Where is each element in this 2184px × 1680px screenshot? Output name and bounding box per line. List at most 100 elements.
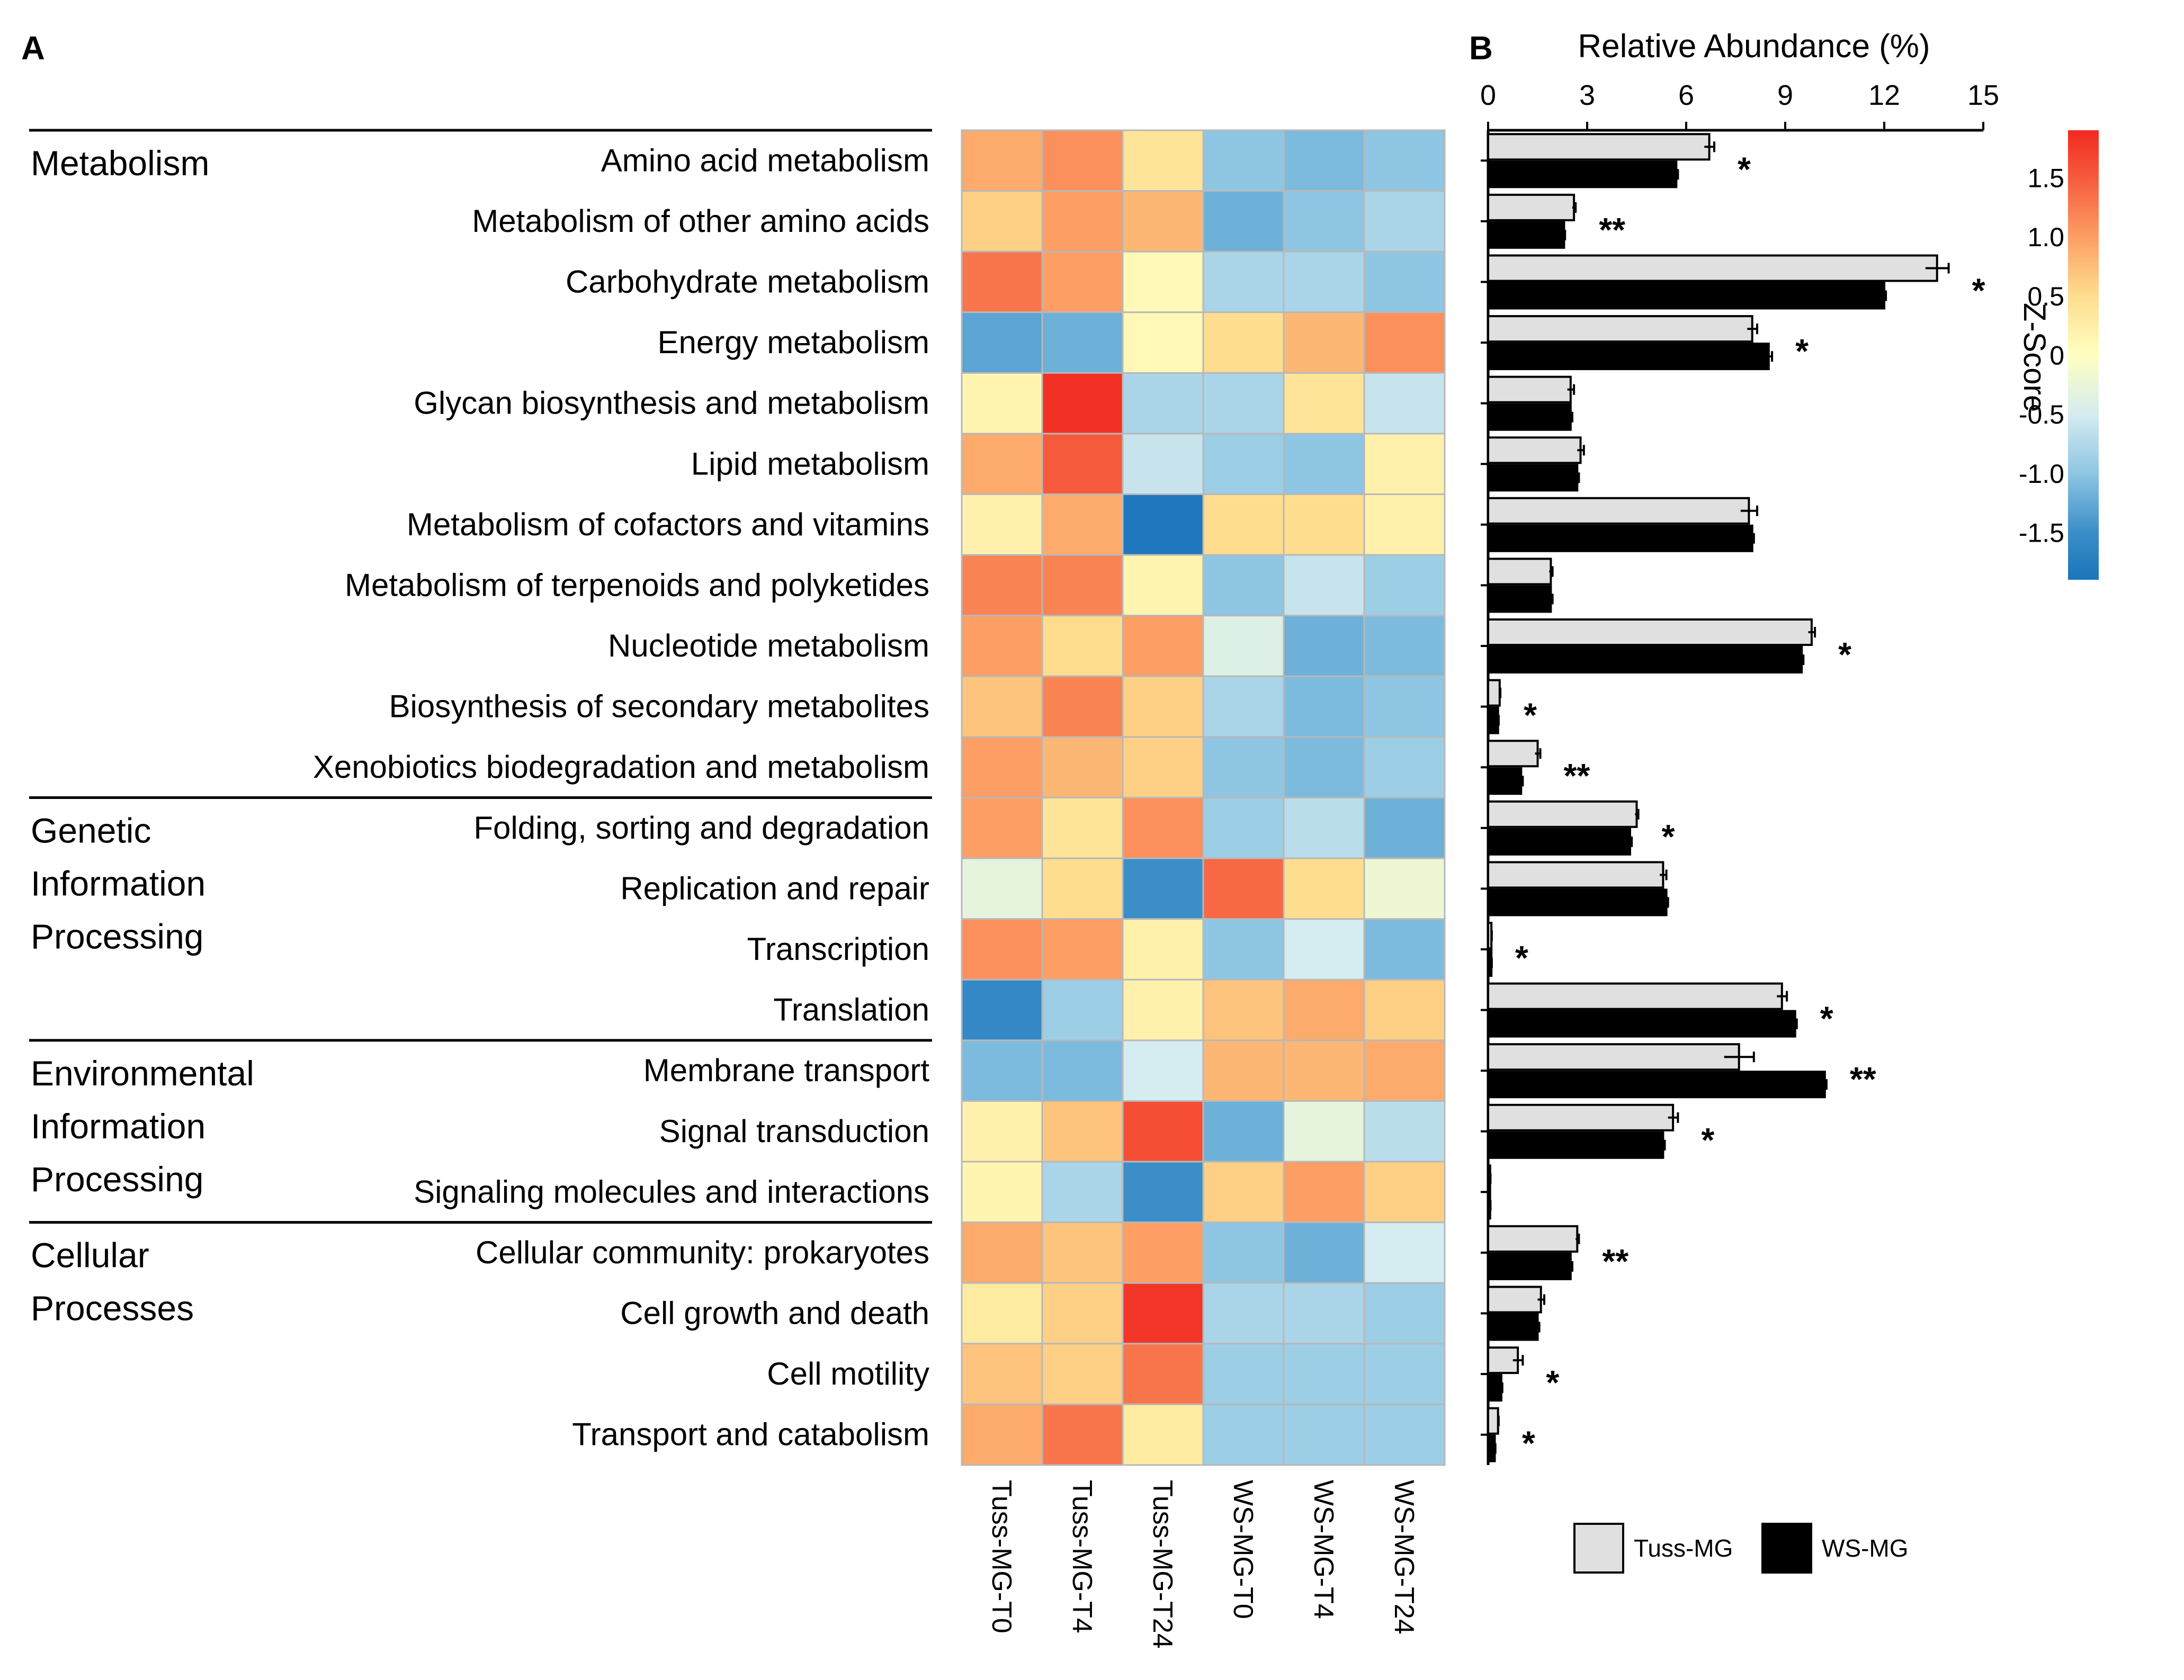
heatmap-cell-nucleotide-metabolism-tuss-mg-t4	[1041, 615, 1124, 677]
heatmap-cell-energy-metabolism-ws-mg-t24	[1363, 311, 1446, 374]
bar-tuss-mg-carbohydrate-metabolism	[1487, 254, 1938, 282]
heatmap-cell-translation-ws-mg-t4	[1283, 978, 1365, 1041]
heatmap-cell-transcription-tuss-mg-t4	[1041, 918, 1124, 981]
heatmap-cell-folding-sorting-and-degradation-tuss-mg-t0	[961, 797, 1043, 859]
heatmap-cell-xenobiotics-biodegradation-and-metabolism-tuss-mg-t24	[1122, 736, 1204, 799]
heatmap-cell-cellular-community-prokaryotes-ws-mg-t24	[1363, 1221, 1446, 1284]
row-label-signaling-molecules-and-interactions: Signaling molecules and interactions	[414, 1174, 929, 1209]
heatmap-cell-amino-acid-metabolism-tuss-mg-t24	[1122, 129, 1204, 192]
bar-ws-mg-translation	[1487, 1010, 1796, 1038]
bar-tuss-mg-cell-growth-and-death	[1487, 1286, 1542, 1314]
category-label-environmental-information-processing-line-2: Information	[31, 1107, 205, 1146]
bar-ws-mg-metabolism-of-cofactors-and-vitamins	[1487, 524, 1753, 552]
legend-label-tuss-mg: Tuss-MG	[1634, 1534, 1733, 1562]
heatmap-cell-signal-transduction-ws-mg-t0	[1202, 1100, 1285, 1163]
bar-tuss-mg-cellular-community-prokaryotes	[1487, 1225, 1579, 1253]
heatmap-cell-lipid-metabolism-tuss-mg-t4	[1041, 433, 1124, 496]
bar-tuss-mg-biosynthesis-of-secondary-metabolites	[1487, 679, 1501, 707]
significance-cellular-community-prokaryotes: **	[1602, 1242, 1628, 1280]
heatmap-cell-replication-and-repair-ws-mg-t4	[1283, 857, 1365, 920]
heatmap-cell-replication-and-repair-tuss-mg-t4	[1041, 857, 1124, 920]
heatmap-cell-transcription-tuss-mg-t24	[1122, 918, 1204, 981]
colorbar-tick-1-0: -1.0	[2019, 459, 2064, 489]
category-label-genetic-information-processing-line-3: Processing	[31, 917, 204, 956]
column-label-ws-mg-t24: WS-MG-T24	[1389, 1480, 1419, 1634]
legend-label-ws-mg: WS-MG	[1822, 1534, 1909, 1562]
column-labels: Tuss-MG-T0 Tuss-MG-T4 Tuss-MG-T24 WS-MG-T0 W…	[986, 1480, 1419, 1649]
heatmap-cell-glycan-biosynthesis-and-metabolism-ws-mg-t4	[1283, 372, 1365, 435]
heatmap-cell-amino-acid-metabolism-tuss-mg-t4	[1041, 129, 1124, 192]
bar-tuss-mg-glycan-biosynthesis-and-metabolism	[1487, 375, 1572, 403]
heatmap-cell-biosynthesis-of-secondary-metabolites-ws-mg-t4	[1283, 675, 1365, 738]
heatmap-cell-transport-and-catabolism-tuss-mg-t4	[1041, 1403, 1124, 1466]
heatmap-cell-carbohydrate-metabolism-tuss-mg-t4	[1041, 250, 1124, 313]
legend-swatch-ws-mg	[1761, 1523, 1812, 1574]
row-label-metabolism-of-terpenoids-and-polyketides: Metabolism of terpenoids and polyketides	[345, 567, 929, 603]
heatmap-cell-transport-and-catabolism-ws-mg-t0	[1202, 1403, 1285, 1466]
bar-ws-mg-cellular-community-prokaryotes	[1487, 1252, 1572, 1280]
heatmap-cell-signaling-molecules-and-interactions-ws-mg-t0	[1202, 1161, 1285, 1224]
heatmap-cell-glycan-biosynthesis-and-metabolism-ws-mg-t0	[1202, 372, 1285, 435]
significance-signal-transduction: *	[1701, 1121, 1714, 1159]
heatmap-cell-transcription-ws-mg-t4	[1283, 918, 1365, 981]
bar-ws-mg-amino-acid-metabolism	[1487, 160, 1678, 188]
bar-tuss-mg-nucleotide-metabolism	[1487, 618, 1813, 646]
heatmap-cell-biosynthesis-of-secondary-metabolites-tuss-mg-t4	[1041, 675, 1124, 738]
heatmap-cell-metabolism-of-cofactors-and-vitamins-ws-mg-t24	[1363, 493, 1446, 556]
heatmap-cell-signal-transduction-tuss-mg-t4	[1041, 1100, 1124, 1163]
significance-folding-sorting-and-degradation: *	[1662, 817, 1675, 856]
heatmap-cell-xenobiotics-biodegradation-and-metabolism-ws-mg-t0	[1202, 736, 1285, 799]
heatmap-cell-glycan-biosynthesis-and-metabolism-tuss-mg-t4	[1041, 372, 1124, 435]
significance-transport-and-catabolism: *	[1522, 1424, 1535, 1462]
heatmap-cell-carbohydrate-metabolism-tuss-mg-t24	[1122, 250, 1204, 313]
heatmap-cell-metabolism-of-terpenoids-and-polyketides-tuss-mg-t4	[1041, 554, 1124, 617]
heatmap-cell-membrane-transport-tuss-mg-t4	[1041, 1039, 1124, 1102]
heatmap-cell-nucleotide-metabolism-ws-mg-t0	[1202, 615, 1285, 677]
heatmap-cell-transport-and-catabolism-ws-mg-t24	[1363, 1403, 1446, 1466]
bar-tuss-mg-xenobiotics-biodegradation-and-metabolism	[1487, 740, 1539, 768]
bar-ws-mg-cell-growth-and-death	[1487, 1313, 1539, 1341]
heatmap-cell-signaling-molecules-and-interactions-tuss-mg-t4	[1041, 1161, 1124, 1224]
heatmap-cell-signaling-molecules-and-interactions-ws-mg-t4	[1283, 1161, 1365, 1224]
heatmap-cell-nucleotide-metabolism-ws-mg-t24	[1363, 615, 1446, 677]
heatmap-cell-xenobiotics-biodegradation-and-metabolism-tuss-mg-t0	[961, 736, 1043, 799]
column-label-tuss-mg-t24: Tuss-MG-T24	[1147, 1480, 1178, 1649]
row-label-replication-and-repair: Replication and repair	[620, 870, 929, 906]
heatmap-cell-lipid-metabolism-tuss-mg-t0	[961, 433, 1043, 496]
bar-tuss-mg-replication-and-repair	[1487, 861, 1664, 889]
colorbar-tick-0-5: 0.5	[2027, 282, 2064, 311]
bar-tuss-mg-metabolism-of-terpenoids-and-polyketides	[1487, 558, 1552, 586]
significance-membrane-transport: **	[1850, 1060, 1876, 1098]
row-label-cell-motility: Cell motility	[767, 1356, 929, 1391]
heatmap-cell-metabolism-of-other-amino-acids-ws-mg-t24	[1363, 190, 1446, 253]
heatmap-cell-folding-sorting-and-degradation-ws-mg-t0	[1202, 797, 1285, 859]
heatmap-cell-metabolism-of-cofactors-and-vitamins-tuss-mg-t0	[961, 493, 1043, 556]
heatmap-cell-metabolism-of-other-amino-acids-ws-mg-t4	[1283, 190, 1365, 253]
heatmap-cell-cell-motility-ws-mg-t0	[1202, 1343, 1285, 1405]
heatmap-cell-signaling-molecules-and-interactions-ws-mg-t24	[1363, 1161, 1446, 1224]
heatmap-cell-metabolism-of-terpenoids-and-polyketides-ws-mg-t0	[1202, 554, 1285, 617]
category-labels: Metabolism Genetic Information Processing En…	[29, 129, 932, 1328]
heatmap-cell-energy-metabolism-tuss-mg-t24	[1122, 311, 1204, 374]
heatmap-cell-metabolism-of-other-amino-acids-tuss-mg-t0	[961, 190, 1043, 253]
bar-ws-mg-glycan-biosynthesis-and-metabolism	[1487, 403, 1572, 431]
significance-xenobiotics-biodegradation-and-metabolism: **	[1564, 757, 1590, 795]
row-label-amino-acid-metabolism: Amino acid metabolism	[601, 142, 929, 178]
bar-axis: 0 3 6 9 12 15	[1480, 79, 1999, 1465]
category-label-genetic-information-processing-line-2: Information	[31, 864, 205, 903]
heatmap-cell-amino-acid-metabolism-ws-mg-t24	[1363, 129, 1446, 192]
heatmap-cell-biosynthesis-of-secondary-metabolites-tuss-mg-t24	[1122, 675, 1204, 738]
category-label-metabolism-line-1: Metabolism	[31, 143, 209, 183]
heatmap-cell-nucleotide-metabolism-ws-mg-t4	[1283, 615, 1365, 677]
bar-ws-mg-xenobiotics-biodegradation-and-metabolism	[1487, 767, 1523, 795]
heatmap-cell-xenobiotics-biodegradation-and-metabolism-tuss-mg-t4	[1041, 736, 1124, 799]
bar-x-tick-12: 12	[1868, 79, 1900, 111]
heatmap-cell-metabolism-of-cofactors-and-vitamins-tuss-mg-t4	[1041, 493, 1124, 556]
bar-ws-mg-lipid-metabolism	[1487, 464, 1579, 492]
bar-tuss-mg-folding-sorting-and-degradation	[1487, 800, 1638, 828]
heatmap-cell-biosynthesis-of-secondary-metabolites-ws-mg-t24	[1363, 675, 1446, 738]
heatmap-cell-replication-and-repair-tuss-mg-t24	[1122, 857, 1204, 920]
heatmap-cell-membrane-transport-tuss-mg-t24	[1122, 1039, 1204, 1102]
heatmap-cell-folding-sorting-and-degradation-tuss-mg-t24	[1122, 797, 1204, 859]
heatmap-cell-signaling-molecules-and-interactions-tuss-mg-t24	[1122, 1161, 1204, 1224]
